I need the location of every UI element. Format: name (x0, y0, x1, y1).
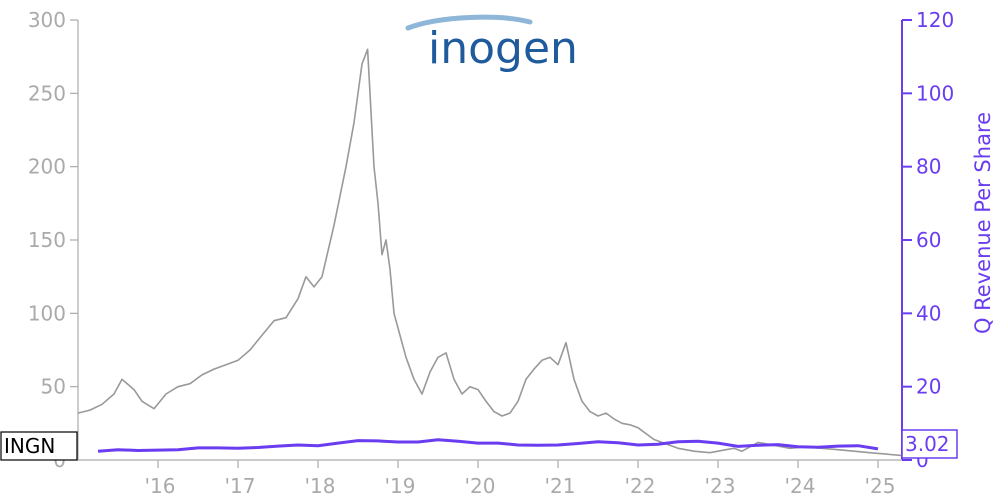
x-tick-label: '17 (225, 474, 256, 498)
price-series-line (77, 48, 903, 457)
y-tick-left-label: 250 (28, 81, 66, 105)
last-value-label: 3.02 (905, 432, 950, 456)
logo-wordmark: inogen (428, 23, 578, 74)
y-tick-right-label: 40 (916, 301, 941, 325)
x-tick-label: '21 (545, 474, 576, 498)
last-value-box (901, 429, 958, 459)
inogen-logo: inogen (405, 14, 578, 74)
ticker-label: INGN (4, 434, 55, 458)
y-tick-right-label: 60 (916, 228, 941, 252)
y-tick-left-label: 200 (28, 155, 66, 179)
revenue-per-share-series-line (97, 438, 879, 453)
x-tick-label: '22 (625, 474, 656, 498)
y-tick-left-label: 300 (28, 8, 66, 32)
logo-swoosh-icon (405, 14, 533, 31)
x-tick-label: '19 (385, 474, 416, 498)
ticker-tag: INGN (0, 431, 78, 461)
series (77, 48, 903, 457)
last-value-tag: 3.02 (901, 429, 958, 459)
x-tick-label: '18 (305, 474, 336, 498)
y-tick-right-label: 20 (916, 375, 941, 399)
y-tick-left-label: 50 (41, 375, 66, 399)
x-tick-label: '20 (465, 474, 496, 498)
axes: 050100150200250300020406080100120'16'17'… (28, 8, 954, 498)
ticker-tag-box (0, 431, 78, 461)
y-tick-right-label: 80 (916, 155, 941, 179)
x-tick-label: '25 (865, 474, 896, 498)
x-tick-label: '16 (145, 474, 176, 498)
x-tick-label: '24 (785, 474, 816, 498)
x-tick-label: '23 (705, 474, 736, 498)
y-tick-left-label: 150 (28, 228, 66, 252)
y-tick-left-label: 100 (28, 301, 66, 325)
y-axis-right-label: Q Revenue Per Share (971, 112, 995, 334)
y-tick-right-label: 100 (916, 81, 954, 105)
y-tick-right-label: 120 (916, 8, 954, 32)
